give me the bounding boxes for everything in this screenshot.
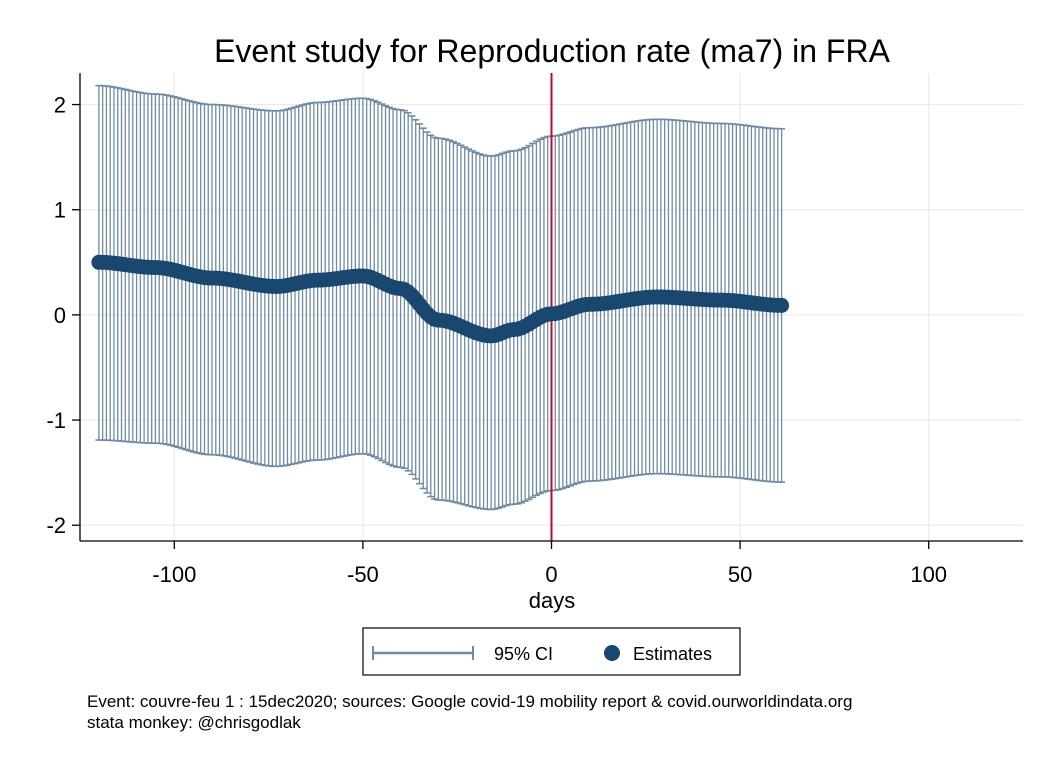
axis-ticks: -2 -1 0 1 2 -100 -50 0 50 100 bbox=[46, 93, 947, 587]
x-axis-title: days bbox=[529, 588, 575, 613]
legend-label-estimates: Estimates bbox=[633, 644, 712, 664]
legend-box bbox=[362, 627, 741, 676]
estimate-points bbox=[91, 254, 790, 344]
legend-ci-key bbox=[372, 646, 474, 660]
estimate-point bbox=[774, 297, 790, 313]
note-line-1: Event: couvre-feu 1 : 15dec2020; sources… bbox=[87, 692, 852, 711]
x-tick-label: -50 bbox=[347, 562, 379, 587]
y-tick-label: 1 bbox=[54, 198, 66, 223]
x-tick-label: 50 bbox=[728, 562, 752, 587]
chart-title: Event study for Reproduction rate (ma7) … bbox=[214, 33, 891, 69]
note-line-2: stata monkey: @chrisgodlak bbox=[87, 713, 301, 732]
legend-label-ci: 95% CI bbox=[494, 644, 553, 664]
y-tick-label: -1 bbox=[46, 408, 66, 433]
y-tick-label: 2 bbox=[54, 93, 66, 118]
y-tick-label: 0 bbox=[54, 303, 66, 328]
y-tick-label: -2 bbox=[46, 513, 66, 538]
legend-estimates-marker bbox=[604, 645, 620, 661]
x-tick-label: -100 bbox=[152, 562, 196, 587]
legend: 95% CI Estimates bbox=[362, 627, 741, 676]
x-tick-label: 100 bbox=[910, 562, 947, 587]
x-tick-label: 0 bbox=[545, 562, 557, 587]
